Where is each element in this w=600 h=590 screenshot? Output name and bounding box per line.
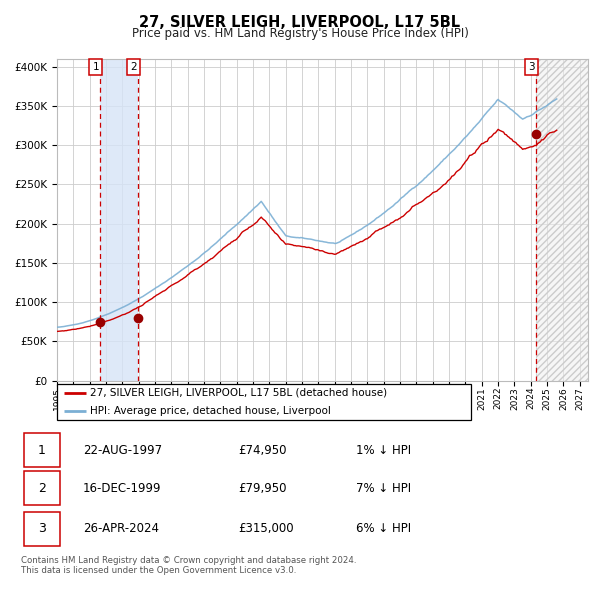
Text: Contains HM Land Registry data © Crown copyright and database right 2024.: Contains HM Land Registry data © Crown c… [21,556,356,565]
Text: HPI: Average price, detached house, Liverpool: HPI: Average price, detached house, Live… [90,406,331,416]
Text: £315,000: £315,000 [238,522,293,535]
Text: 16-DEC-1999: 16-DEC-1999 [83,481,161,495]
Text: 3: 3 [38,522,46,535]
Text: 27, SILVER LEIGH, LIVERPOOL, L17 5BL (detached house): 27, SILVER LEIGH, LIVERPOOL, L17 5BL (de… [90,388,387,398]
Text: 1: 1 [92,62,99,72]
Text: 1: 1 [38,444,46,457]
Text: This data is licensed under the Open Government Licence v3.0.: This data is licensed under the Open Gov… [21,566,296,575]
Bar [536,59,600,381]
Bar [100,59,138,381]
Text: 22-AUG-1997: 22-AUG-1997 [83,444,162,457]
Text: Price paid vs. HM Land Registry's House Price Index (HPI): Price paid vs. HM Land Registry's House … [131,27,469,40]
FancyBboxPatch shape [23,433,60,467]
Text: 2: 2 [38,481,46,495]
FancyBboxPatch shape [57,384,471,420]
Text: 3: 3 [529,62,535,72]
Text: 26-APR-2024: 26-APR-2024 [83,522,159,535]
FancyBboxPatch shape [23,471,60,506]
Text: 2: 2 [130,62,137,72]
Text: 6% ↓ HPI: 6% ↓ HPI [356,522,412,535]
FancyBboxPatch shape [23,512,60,546]
Bar [536,59,600,381]
Text: 7% ↓ HPI: 7% ↓ HPI [356,481,412,495]
Text: £79,950: £79,950 [238,481,286,495]
Text: 27, SILVER LEIGH, LIVERPOOL, L17 5BL: 27, SILVER LEIGH, LIVERPOOL, L17 5BL [139,15,461,30]
Text: £74,950: £74,950 [238,444,286,457]
Text: 1% ↓ HPI: 1% ↓ HPI [356,444,412,457]
